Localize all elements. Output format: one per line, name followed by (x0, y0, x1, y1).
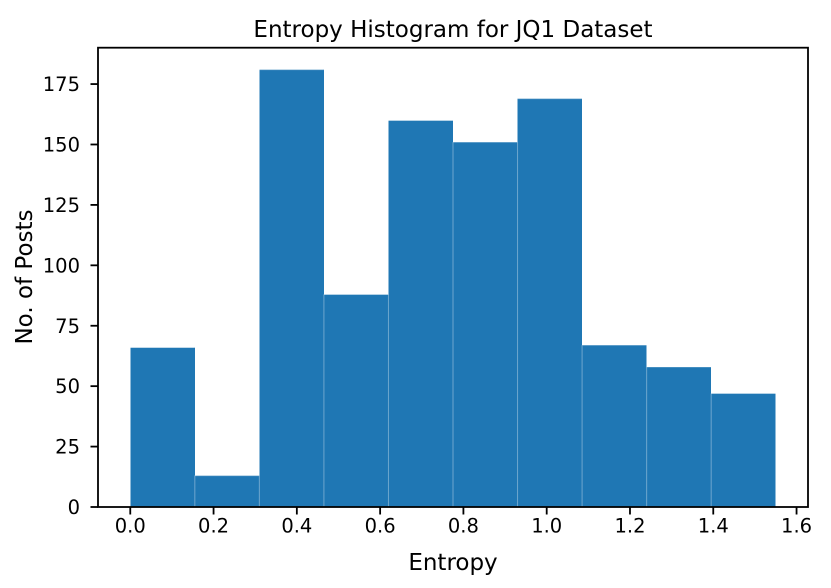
y-axis-label: No. of Posts (12, 209, 38, 344)
y-tick-label: 100 (43, 254, 80, 277)
x-tick-label: 1.6 (781, 515, 812, 538)
histogram-bar (517, 98, 583, 507)
x-tick-label: 0.8 (448, 515, 479, 538)
y-tick-label: 175 (43, 73, 80, 96)
y-tick-label: 125 (43, 194, 80, 217)
x-axis-label: Entropy (408, 550, 497, 576)
histogram-bar (194, 475, 260, 507)
x-tick-label: 0.0 (115, 515, 146, 538)
histogram-bar (646, 366, 712, 507)
x-tick-label: 1.0 (531, 515, 562, 538)
tick-labels-group: 0.0 0.2 0.4 0.6 0.8 1.0 1.2 1.4 1.6 0 25 50 75 100 125… (43, 73, 812, 537)
y-tick-label: 25 (55, 436, 80, 459)
x-tick-label: 0.4 (281, 515, 312, 538)
y-tick-label: 75 (55, 315, 80, 338)
histogram-bar (130, 347, 195, 507)
x-tick-label: 1.4 (698, 515, 729, 538)
x-tick-label: 0.2 (198, 515, 229, 538)
y-tick-label: 50 (55, 375, 80, 398)
x-tick-label: 0.6 (365, 515, 396, 538)
y-tick-label: 150 (43, 133, 80, 156)
ticks-group (90, 83, 798, 515)
bars-group (130, 69, 776, 507)
histogram-bar (453, 142, 518, 507)
histogram-bar (582, 345, 647, 507)
y-tick-label: 0 (68, 496, 80, 519)
histogram-bar (259, 69, 324, 507)
x-tick-label: 1.2 (614, 515, 645, 538)
histogram-bar (388, 120, 453, 507)
axes-group (97, 46, 809, 508)
histogram-bar (323, 294, 389, 507)
chart-title: Entropy Histogram for JQ1 Dataset (253, 17, 652, 43)
plot-spines (97, 46, 809, 508)
histogram-bar (711, 393, 776, 507)
bar-seams (130, 69, 776, 507)
